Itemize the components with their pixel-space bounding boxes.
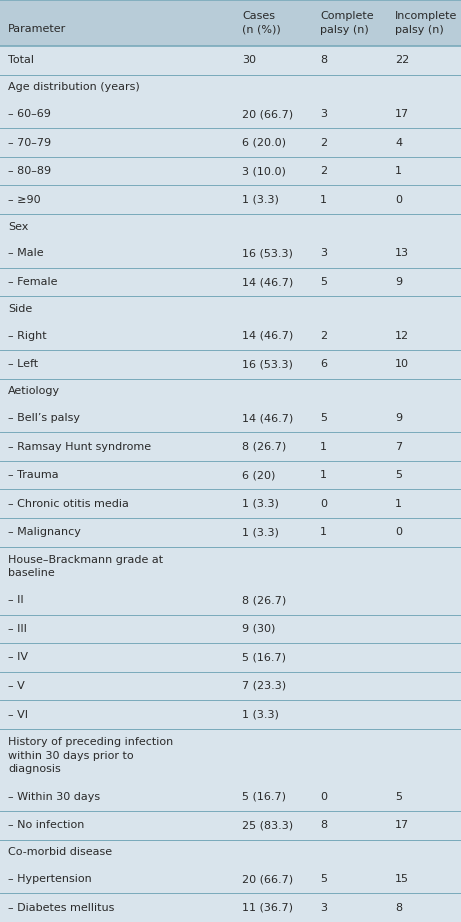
Text: Age distribution (years): Age distribution (years) [8,82,140,92]
Text: 5: 5 [320,277,327,287]
Text: 1 (3.3): 1 (3.3) [242,195,279,205]
Text: – 80–89: – 80–89 [8,166,51,176]
Text: – III: – III [8,624,27,634]
Text: 7: 7 [395,442,402,452]
Text: Complete
palsy (n): Complete palsy (n) [320,11,373,35]
Text: 5 (16.7): 5 (16.7) [242,792,286,802]
Text: 5: 5 [320,413,327,423]
Text: 3: 3 [320,248,327,258]
Text: – V: – V [8,681,25,691]
Text: – Right: – Right [8,331,47,341]
Text: 0: 0 [320,499,327,509]
Text: 1: 1 [395,166,402,176]
Text: 1: 1 [320,470,327,480]
Text: 16 (53.3): 16 (53.3) [242,360,293,370]
Text: 11 (36.7): 11 (36.7) [242,903,293,913]
Text: 9: 9 [395,413,402,423]
Text: 5: 5 [320,874,327,884]
Text: 1: 1 [320,442,327,452]
Text: 14 (46.7): 14 (46.7) [242,277,293,287]
Text: – VI: – VI [8,710,28,719]
Text: – Hypertension: – Hypertension [8,874,92,884]
Text: 6 (20.0): 6 (20.0) [242,137,286,148]
Text: 2: 2 [320,137,327,148]
Text: – Female: – Female [8,277,58,287]
Text: – Within 30 days: – Within 30 days [8,792,100,802]
Text: – No infection: – No infection [8,821,84,831]
Text: – II: – II [8,596,24,606]
Text: 14 (46.7): 14 (46.7) [242,331,293,341]
Text: – Chronic otitis media: – Chronic otitis media [8,499,129,509]
Text: House–Brackmann grade at
baseline: House–Brackmann grade at baseline [8,555,163,578]
Text: – Left: – Left [8,360,38,370]
Text: 5 (16.7): 5 (16.7) [242,653,286,662]
Text: Parameter: Parameter [8,24,66,33]
Text: 0: 0 [320,792,327,802]
Text: 30: 30 [242,55,256,65]
Text: 20 (66.7): 20 (66.7) [242,109,293,119]
Text: 12: 12 [395,331,409,341]
Text: 17: 17 [395,109,409,119]
Text: 6 (20): 6 (20) [242,470,275,480]
Text: 3: 3 [320,903,327,913]
Text: – Bell’s palsy: – Bell’s palsy [8,413,80,423]
Text: 3: 3 [320,109,327,119]
Text: 6: 6 [320,360,327,370]
Text: – ≥90: – ≥90 [8,195,41,205]
Text: 8: 8 [320,821,327,831]
Text: 8 (26.7): 8 (26.7) [242,596,286,606]
Text: 7 (23.3): 7 (23.3) [242,681,286,691]
Text: – Ramsay Hunt syndrome: – Ramsay Hunt syndrome [8,442,151,452]
Text: 25 (83.3): 25 (83.3) [242,821,293,831]
Text: 9: 9 [395,277,402,287]
Text: 20 (66.7): 20 (66.7) [242,874,293,884]
Text: 3 (10.0): 3 (10.0) [242,166,286,176]
Text: 1: 1 [395,499,402,509]
Text: – Malignancy: – Malignancy [8,527,81,538]
Text: Cases
(n (%)): Cases (n (%)) [242,11,281,35]
Text: Incomplete
palsy (n): Incomplete palsy (n) [395,11,457,35]
Text: 9 (30): 9 (30) [242,624,275,634]
Text: 0: 0 [395,527,402,538]
Text: 1 (3.3): 1 (3.3) [242,499,279,509]
Text: 1 (3.3): 1 (3.3) [242,710,279,719]
Text: 8 (26.7): 8 (26.7) [242,442,286,452]
Text: – 70–79: – 70–79 [8,137,51,148]
Bar [0,0,461,46]
Text: – Male: – Male [8,248,44,258]
Text: 4: 4 [395,137,402,148]
Text: 14 (46.7): 14 (46.7) [242,413,293,423]
Text: – IV: – IV [8,653,28,662]
Text: 2: 2 [320,166,327,176]
Text: 16 (53.3): 16 (53.3) [242,248,293,258]
Text: 5: 5 [395,470,402,480]
Text: 2: 2 [320,331,327,341]
Text: 1: 1 [320,527,327,538]
Text: – 60–69: – 60–69 [8,109,51,119]
Text: History of preceding infection
within 30 days prior to
diagnosis: History of preceding infection within 30… [8,738,173,774]
Text: Side: Side [8,304,32,313]
Text: 8: 8 [320,55,327,65]
Text: 1: 1 [320,195,327,205]
Text: Sex: Sex [8,221,29,231]
Text: Total: Total [8,55,34,65]
Text: 1 (3.3): 1 (3.3) [242,527,279,538]
Text: 15: 15 [395,874,409,884]
Text: 17: 17 [395,821,409,831]
Text: – Trauma: – Trauma [8,470,59,480]
Text: 22: 22 [395,55,409,65]
Text: Co-morbid disease: Co-morbid disease [8,847,112,857]
Text: 13: 13 [395,248,409,258]
Text: 0: 0 [395,195,402,205]
Text: 10: 10 [395,360,409,370]
Text: 8: 8 [395,903,402,913]
Text: 5: 5 [395,792,402,802]
Text: – Diabetes mellitus: – Diabetes mellitus [8,903,114,913]
Text: Aetiology: Aetiology [8,386,60,396]
